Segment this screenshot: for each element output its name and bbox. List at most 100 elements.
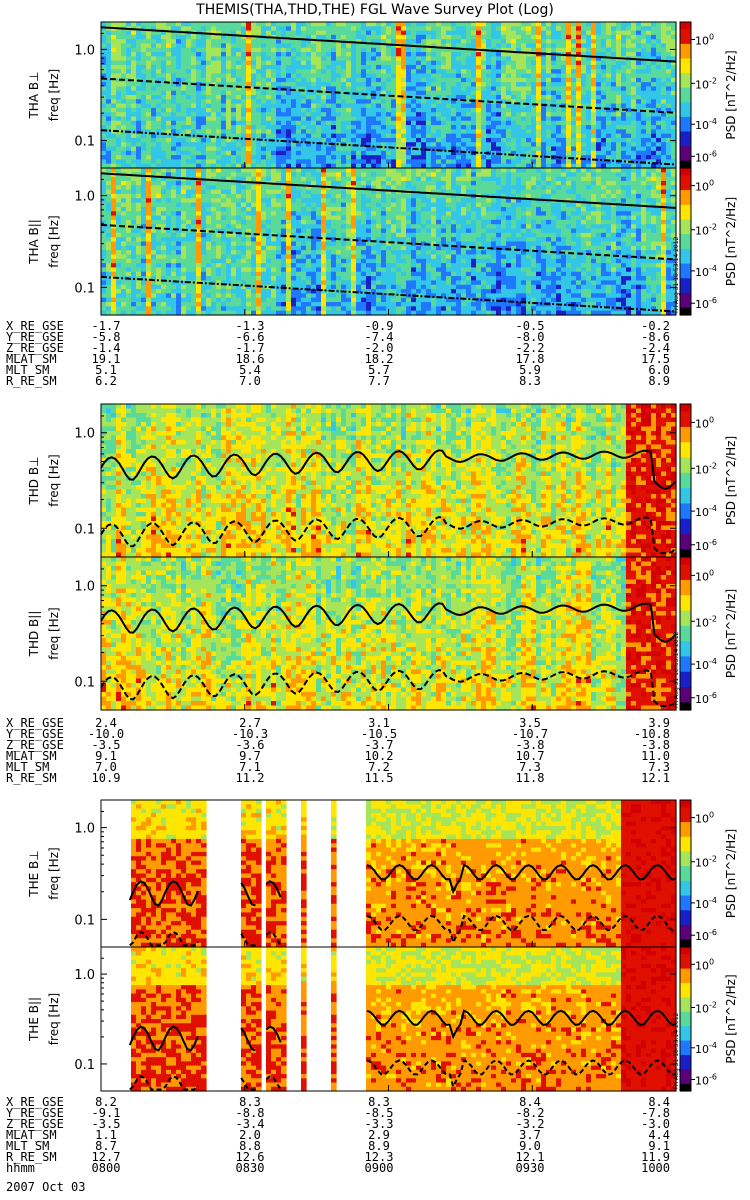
ephemeris-value: -5.8 [92, 331, 121, 343]
ephemeris-value: 2.4 [95, 717, 117, 729]
colorbar-5: 100 10-2 10-4 10-6 PSD [nT^2/Hz] [679, 799, 738, 948]
colorbar-tick-label: 10-4 [695, 896, 717, 911]
ephemeris-value: -8.6 [641, 331, 670, 343]
ephemeris-value: 11.2 [236, 772, 265, 784]
ephemeris-value: -0.2 [641, 320, 670, 332]
freq-axis-label: freq [Hz] [47, 993, 61, 1045]
spectrogram-panel-5: 1.0 0.1 THE B⊥ freq [Hz] [27, 799, 677, 948]
colorbar-tick-label: 10-6 [695, 149, 717, 164]
ephemeris-name: Z_RE_GSE [6, 1118, 64, 1130]
ephemeris-value: 7.2 [368, 761, 390, 773]
ephemeris-value: 5.4 [239, 364, 261, 376]
ephemeris-name: X_RE_GSE [6, 1096, 64, 1108]
half-fce-line [100, 77, 677, 114]
freq-tick-label: 1.0 [74, 190, 95, 205]
ephemeris-value: 7.1 [239, 761, 261, 773]
spectrogram-panel-1: 1.0 0.1 THA B⊥ freq [Hz] [27, 21, 677, 169]
ephemeris-value: 8.9 [648, 375, 670, 387]
colorbar-tick-label: 100 [695, 811, 714, 826]
fce-line [100, 449, 677, 490]
panel-frame-6 [100, 946, 677, 1092]
half-fce-line [100, 516, 677, 554]
ephemeris-name: R_RE_SM [6, 1151, 57, 1163]
ephemeris-value: -3.4 [236, 1118, 265, 1130]
ephemeris-value: 5.1 [95, 364, 117, 376]
colorbar-3: 100 10-2 10-4 10-6 PSD [nT^2/Hz] [679, 403, 738, 558]
ephemeris-value: 11.0 [641, 750, 670, 762]
freq-tick-label: 0.1 [74, 675, 95, 690]
freq-tick-label: 1.0 [74, 427, 95, 442]
colorbar-4: 100 10-2 10-4 10-6 PSD [nT^2/Hz] [679, 556, 738, 711]
ephemeris-value: -8.5 [365, 1107, 394, 1119]
ephemeris-value: -3.7 [365, 739, 394, 751]
ephemeris-value: 3.7 [519, 1129, 541, 1141]
colorbar-tick-label: 10-4 [695, 1041, 717, 1056]
ephemeris-value: -3.2 [516, 1118, 545, 1130]
ephemeris-value: 8.3 [519, 375, 541, 387]
ephemeris-value: 0900 [365, 1162, 394, 1174]
plot-title: THEMIS(THA,THD,THE) FGL Wave Survey Plot… [0, 2, 750, 18]
freq-tick-label: 1.0 [74, 43, 95, 58]
colorbar-6: 100 10-2 10-4 10-6 PSD [nT^2/Hz] [679, 946, 738, 1092]
ephemeris-value: 8.4 [648, 1096, 670, 1108]
ephemeris-value: 5.7 [368, 364, 390, 376]
freq-tick-label: 0.1 [74, 1058, 95, 1073]
panel-frame-4 [100, 556, 677, 711]
ephemeris-value: 11.9 [641, 1151, 670, 1163]
colorbar-tick-label: 10-2 [695, 76, 717, 91]
ephemeris-value: 7.0 [95, 761, 117, 773]
colorbar-tick-label: 100 [695, 568, 714, 583]
ephemeris-value: 3.5 [519, 717, 541, 729]
ephemeris-value: -8.2 [516, 1107, 545, 1119]
ephemeris-value: -2.4 [641, 342, 670, 354]
spectrogram-panel-3: 1.0 0.1 THD B⊥ freq [Hz] [27, 403, 677, 558]
ephemeris-value: 3.1 [368, 717, 390, 729]
ephemeris-value: 12.1 [516, 1151, 545, 1163]
colorbar-label: PSD [nT^2/Hz] [724, 50, 738, 139]
ephemeris-value: 11.8 [516, 772, 545, 784]
ephemeris-value: 2.9 [368, 1129, 390, 1141]
ephemeris-value: 7.3 [648, 761, 670, 773]
ephemeris-value: -10.0 [88, 728, 124, 740]
ephemeris-value: 8.3 [368, 1096, 390, 1108]
ephemeris-value: -7.8 [641, 1107, 670, 1119]
panel-label: THA B⊥ [27, 71, 41, 119]
ephemeris-value: -1.7 [92, 320, 121, 332]
fce-line [100, 172, 677, 209]
ephemeris-name: MLT_SM [6, 364, 49, 376]
ephemeris-value: 6.0 [648, 364, 670, 376]
ephemeris-name: X_RE_GSE [6, 320, 64, 332]
ephemeris-value: 7.0 [239, 375, 261, 387]
colorbar-tick-label: 100 [695, 415, 714, 430]
panel-label: THE B|| [27, 997, 41, 1042]
colorbar-label: PSD [nT^2/Hz] [724, 436, 738, 525]
panel-label: THA B|| [27, 219, 41, 265]
freq-axis-label: freq [Hz] [47, 215, 61, 267]
colorbar-tick-label: 10-4 [695, 117, 717, 132]
ephemeris-value: 0830 [236, 1162, 265, 1174]
colorbar-tick-label: 10-4 [695, 264, 717, 279]
ephemeris-value: 9.1 [95, 750, 117, 762]
ephemeris-value: 9.0 [519, 1140, 541, 1152]
ephemeris-value: -0.9 [365, 320, 394, 332]
colorbar-tick-label: 10-2 [695, 1000, 717, 1015]
ephemeris-value: 8.4 [519, 1096, 541, 1108]
ephemeris-value: 1000 [641, 1162, 670, 1174]
colorbar-2: 100 10-2 10-4 10-6 PSD [nT^2/Hz] [679, 167, 738, 316]
ephemeris-value: 12.1 [641, 772, 670, 784]
colorbar-tick-label: 10-6 [695, 296, 717, 311]
ephemeris-value: -3.5 [92, 1118, 121, 1130]
ephemeris-value: 3.9 [648, 717, 670, 729]
colorbar-label: PSD [nT^2/Hz] [724, 197, 738, 286]
ephemeris-value: -7.4 [365, 331, 394, 343]
colorbar-tick-label: 10-2 [695, 461, 717, 476]
ephemeris-value: -2.0 [365, 342, 394, 354]
ephemeris-value: 12.7 [92, 1151, 121, 1163]
ephemeris-name: Z_RE_GSE [6, 739, 64, 751]
freq-tick-label: 0.1 [74, 522, 95, 537]
ephemeris-name: Y_RE_GSE [6, 331, 64, 343]
tenth-fce-line [100, 275, 677, 313]
ephemeris-value: 18.2 [365, 353, 394, 365]
